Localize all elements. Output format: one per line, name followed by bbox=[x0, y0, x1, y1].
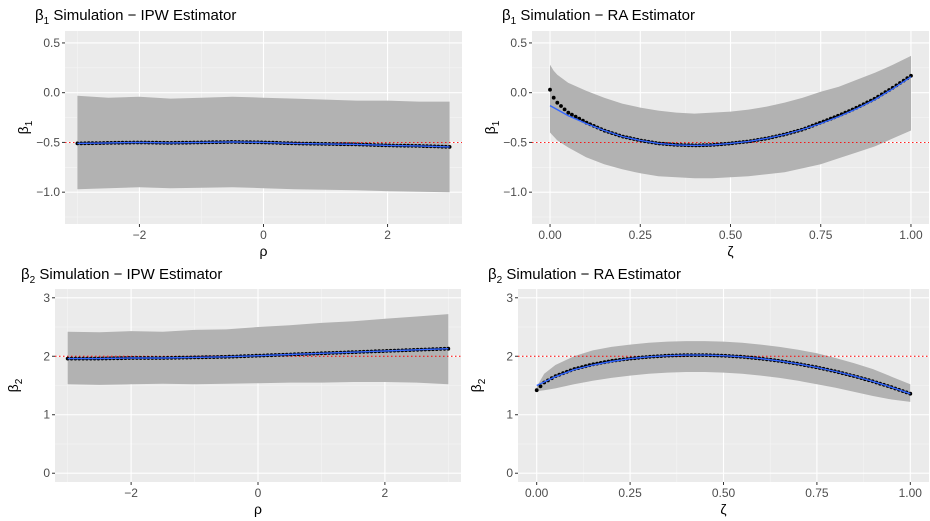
confidence-band bbox=[67, 314, 449, 385]
y-tick-label: −1.0 bbox=[503, 185, 527, 199]
fit-line bbox=[77, 141, 450, 148]
y-tick-label: 2 bbox=[43, 349, 50, 363]
chart-title: β2 Simulation − RA Estimator bbox=[488, 266, 681, 286]
y-tick-label: −1.0 bbox=[36, 185, 60, 199]
x-tick-label: 2 bbox=[384, 228, 391, 242]
x-tick-label: 0 bbox=[260, 228, 267, 242]
y-axis-label: β1 bbox=[482, 120, 502, 134]
x-tick-label: 0.50 bbox=[712, 486, 736, 500]
chart-title: β1 Simulation − RA Estimator bbox=[502, 7, 695, 27]
x-tick-label: 1.00 bbox=[899, 228, 923, 242]
estimate-point bbox=[570, 112, 574, 117]
x-tick-label: −2 bbox=[124, 486, 138, 500]
x-axis-label: ζ bbox=[727, 243, 733, 259]
estimate-point bbox=[566, 110, 571, 115]
y-tick-label: 0.5 bbox=[510, 36, 527, 50]
x-axis-label: ζ bbox=[720, 501, 726, 517]
y-tick-label: −0.5 bbox=[36, 135, 60, 149]
estimate-point bbox=[559, 104, 563, 108]
y-tick-label: 3 bbox=[506, 291, 513, 305]
x-tick-label: 0.75 bbox=[805, 486, 829, 500]
x-tick-label: 0.75 bbox=[809, 228, 833, 242]
x-tick-label: −2 bbox=[133, 228, 147, 242]
fit-line bbox=[549, 76, 912, 147]
y-tick-label: 3 bbox=[43, 291, 50, 305]
confidence-band bbox=[77, 95, 450, 193]
chart-title: β2 Simulation − IPW Estimator bbox=[21, 266, 222, 286]
x-tick-label: 0.00 bbox=[525, 486, 549, 500]
estimate-point bbox=[538, 384, 543, 389]
estimate-point bbox=[555, 100, 560, 105]
estimate-point bbox=[573, 114, 578, 119]
y-tick-label: 1 bbox=[506, 408, 513, 422]
y-tick-label: 0.0 bbox=[43, 86, 60, 100]
fit-line bbox=[67, 348, 449, 360]
confidence-band bbox=[550, 55, 911, 179]
estimate-point bbox=[548, 87, 552, 92]
y-tick-label: 0.5 bbox=[43, 36, 60, 50]
x-tick-label: 1.00 bbox=[899, 486, 923, 500]
fit-line bbox=[536, 354, 911, 395]
panel-p1: β1 Simulation − IPW Estimator −2 0 2 −1.0 −0.… bbox=[15, 7, 462, 259]
y-axis-label: β2 bbox=[468, 378, 488, 392]
y-axis-label: β2 bbox=[5, 378, 25, 392]
x-tick-label: 0 bbox=[255, 486, 262, 500]
x-axis-label: ρ bbox=[254, 501, 262, 517]
x-tick-label: 2 bbox=[382, 486, 389, 500]
estimate-point bbox=[534, 388, 539, 393]
y-tick-label: 0 bbox=[43, 466, 50, 480]
estimate-point bbox=[551, 95, 556, 100]
y-tick-label: 0 bbox=[506, 466, 513, 480]
y-tick-label: 1 bbox=[43, 408, 50, 422]
x-tick-label: 0.00 bbox=[538, 228, 562, 242]
x-tick-label: 0.25 bbox=[618, 486, 642, 500]
y-tick-label: 0.0 bbox=[510, 86, 527, 100]
chart-title: β1 Simulation − IPW Estimator bbox=[35, 7, 236, 27]
y-axis-label: β1 bbox=[15, 120, 35, 134]
y-tick-label: −0.5 bbox=[503, 135, 527, 149]
estimate-point bbox=[562, 107, 567, 112]
panel-p3: β2 Simulation − IPW Estimator −2 0 2 0 1 2 3 ρ β2 bbox=[5, 266, 461, 517]
panel-p4: β2 Simulation − RA Estimator 0.00 0.25 0.50… bbox=[468, 266, 929, 517]
x-axis-label: ρ bbox=[260, 243, 268, 259]
x-tick-label: 0.50 bbox=[719, 228, 743, 242]
x-tick-label: 0.25 bbox=[629, 228, 653, 242]
y-tick-label: 2 bbox=[506, 349, 513, 363]
